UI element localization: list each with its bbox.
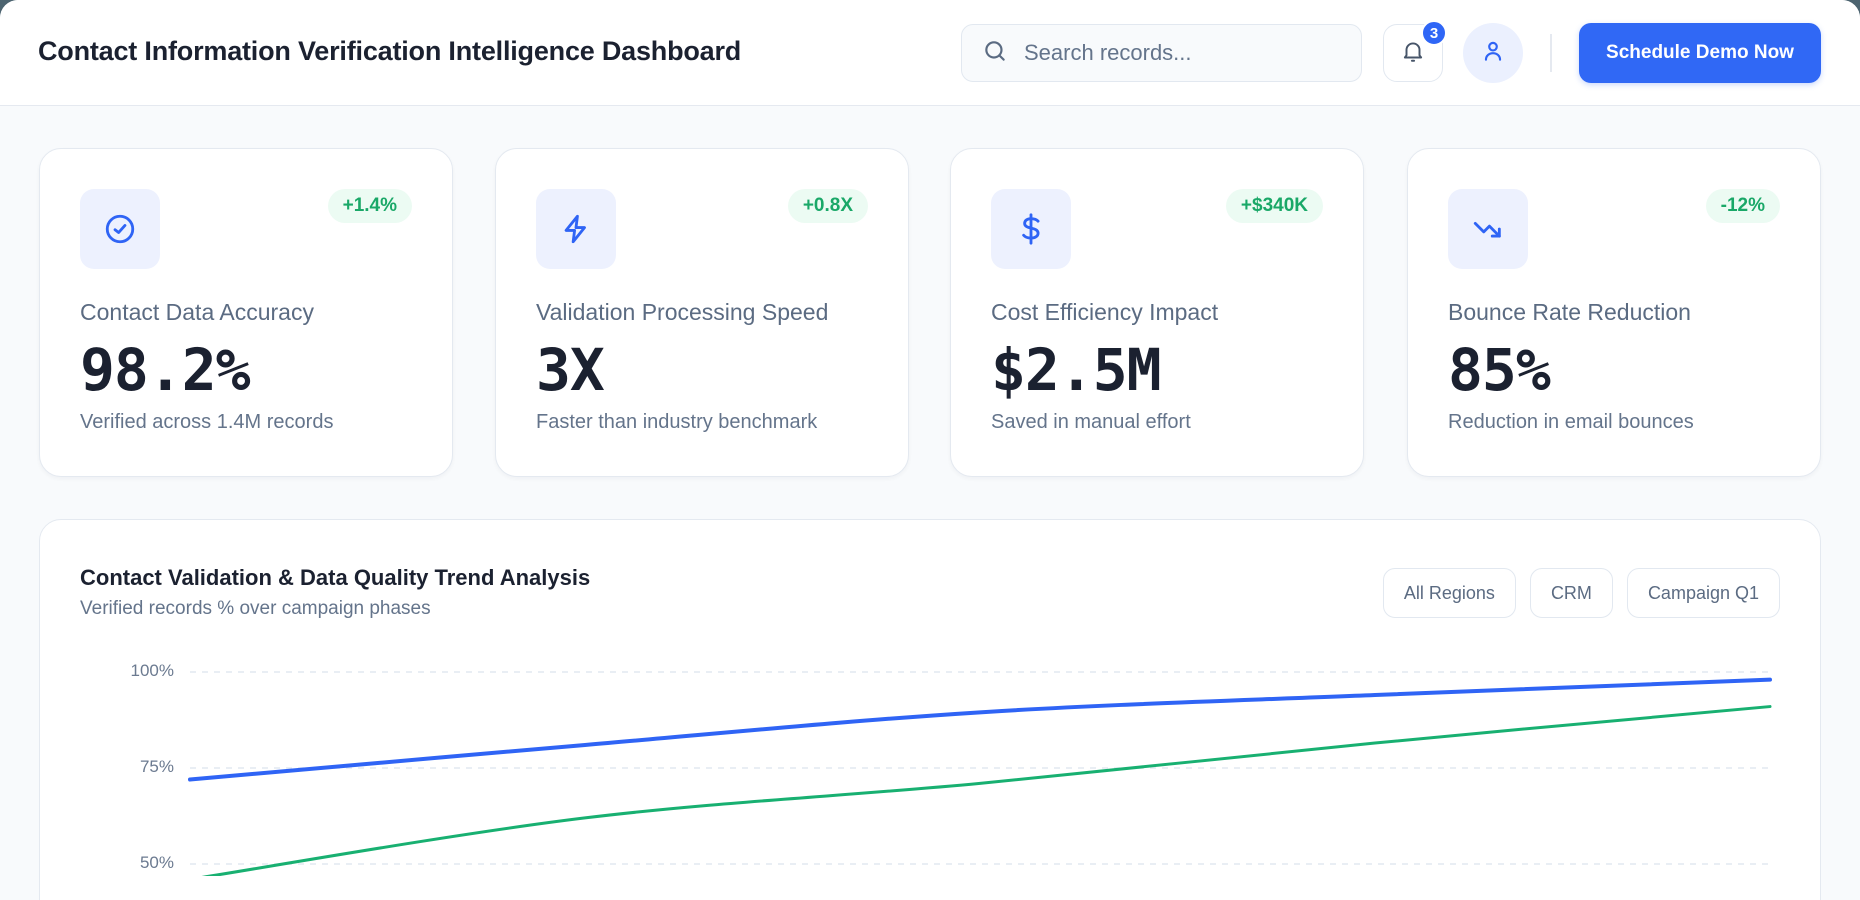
kpi-subtext: Saved in manual effort [991, 411, 1191, 433]
user-icon [1480, 38, 1506, 69]
kpi-subtext: Reduction in email bounces [1448, 411, 1694, 433]
chart-title: Contact Validation & Data Quality Trend … [80, 565, 591, 590]
trend-chart-panel: Contact Validation & Data Quality Trend … [39, 519, 1821, 900]
filter-crm[interactable]: CRM [1529, 568, 1613, 618]
kpi-card-cost: +$340K Cost Efficiency Impact $2.5M Save… [950, 148, 1364, 477]
y-tick-75: 75% [139, 757, 174, 776]
kpi-label: Validation Processing Speed [536, 299, 829, 325]
notification-count-badge: 3 [1421, 20, 1447, 46]
kpi-value: 3X [536, 336, 605, 404]
lightning-icon [536, 189, 616, 269]
kpi-value: 98.2% [80, 336, 251, 404]
delta-badge: +$340K [1225, 189, 1323, 223]
kpi-card-speed: +0.8X Validation Processing Speed 3X Fas… [495, 148, 909, 477]
chart-subtitle: Verified records % over campaign phases [80, 598, 431, 619]
search-icon [982, 38, 1008, 69]
search-input[interactable] [1024, 40, 1344, 66]
kpi-subtext: Verified across 1.4M records [80, 411, 334, 433]
dollar-icon [991, 189, 1071, 269]
header-divider [1550, 34, 1552, 72]
search-box[interactable] [961, 24, 1362, 82]
kpi-subtext: Faster than industry benchmark [536, 411, 818, 433]
user-avatar-button[interactable] [1463, 23, 1523, 83]
kpi-card-bounce: -12% Bounce Rate Reduction 85% Reduction… [1407, 148, 1821, 477]
page-title: Contact Information Verification Intelli… [38, 36, 742, 66]
check-circle-icon [80, 189, 160, 269]
trending-down-icon [1448, 189, 1528, 269]
filter-campaign-q1[interactable]: Campaign Q1 [1626, 568, 1780, 618]
chart-filters: All Regions CRM Campaign Q1 [1382, 568, 1780, 618]
schedule-demo-button[interactable]: Schedule Demo Now [1579, 23, 1821, 83]
kpi-label: Cost Efficiency Impact [991, 299, 1219, 325]
bell-icon [1400, 38, 1426, 69]
kpi-value: 85% [1448, 336, 1551, 404]
filter-all-regions[interactable]: All Regions [1382, 568, 1516, 618]
top-header: Contact Information Verification Intelli… [0, 0, 1860, 106]
y-tick-100: 100% [130, 661, 174, 680]
notifications-button[interactable] [1383, 24, 1443, 82]
y-tick-50: 50% [139, 853, 174, 872]
kpi-card-accuracy: +1.4% Contact Data Accuracy 98.2% Verifi… [39, 148, 453, 477]
delta-badge: +0.8X [787, 189, 868, 223]
delta-badge: -12% [1705, 189, 1780, 223]
kpi-label: Bounce Rate Reduction [1448, 299, 1691, 325]
kpi-label: Contact Data Accuracy [80, 299, 314, 325]
delta-badge: +1.4% [327, 189, 412, 223]
kpi-value: $2.5M [991, 336, 1162, 404]
